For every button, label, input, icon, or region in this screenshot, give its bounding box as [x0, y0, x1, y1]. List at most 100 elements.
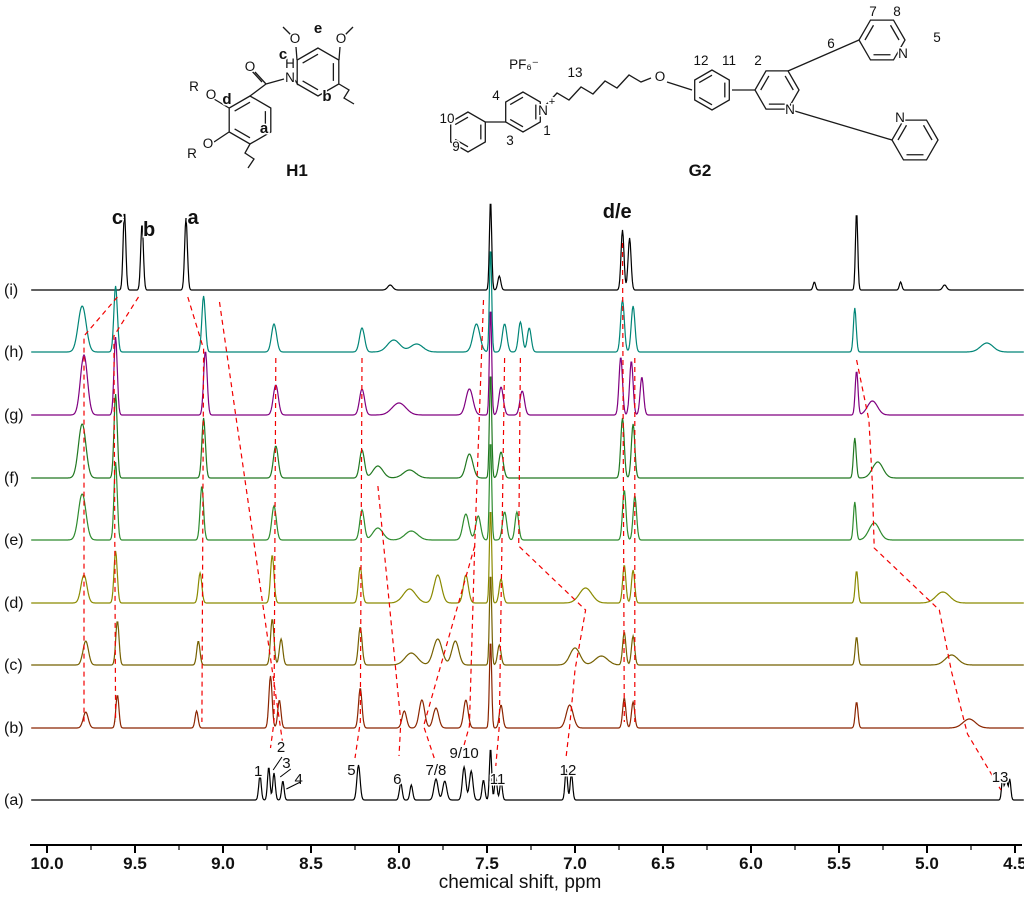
trace-label: (e) — [4, 532, 24, 549]
spectrum-trace-h — [31, 251, 1024, 353]
structure-label-g2: 10 — [439, 111, 454, 126]
trace-label: (g) — [4, 407, 24, 424]
shift-guide-line — [621, 242, 625, 723]
structure-label-h1: O — [206, 87, 217, 102]
structure-label-g2: 3 — [506, 133, 514, 148]
ring-bond — [505, 91, 541, 133]
peak-label-13: 13 — [992, 769, 1009, 786]
bond — [250, 69, 263, 83]
spectrum-trace-b — [31, 643, 1024, 729]
structure-label-g2: 9 — [452, 139, 460, 154]
bond — [666, 81, 693, 91]
structure-label-h1: H1 — [286, 161, 308, 180]
peak-label-3: 3 — [282, 755, 290, 772]
shift-guide-line — [422, 545, 476, 759]
structure-label-g2: 1 — [543, 123, 551, 138]
bond — [338, 46, 341, 61]
structure-label-h1: d — [222, 91, 231, 108]
spectrum-trace-c — [31, 576, 1024, 666]
ring-bond — [694, 69, 730, 111]
shift-guide-line — [354, 357, 363, 759]
x-axis-tick-label: 7.5 — [475, 854, 499, 873]
structure-label-h1: O — [336, 31, 347, 46]
structure-label-h1: N — [285, 70, 295, 85]
bond — [344, 26, 354, 36]
structure-label-g2: G2 — [689, 161, 712, 180]
peak-label-b: b — [143, 219, 155, 241]
structure-label-g2: 7 — [869, 4, 877, 19]
shift-guide-line — [856, 359, 1002, 791]
ring-bond — [296, 47, 340, 97]
ring-double-bond — [454, 138, 469, 148]
spectra-traces: (i) (h) (g) (f) (e) (d) (c) (b) (a) — [4, 203, 1024, 809]
x-axis-tick-label: 5.0 — [915, 854, 939, 873]
structure-label-h1: a — [260, 120, 269, 137]
x-axis-tick-label: 5.5 — [827, 854, 851, 873]
structure-label-g2: O — [655, 69, 666, 84]
bond — [787, 108, 893, 141]
structure-label-h1: O — [203, 136, 214, 151]
x-axis-tick-label: 8.0 — [387, 854, 411, 873]
x-axis-tick-label: 7.0 — [563, 854, 587, 873]
x-axis-tick-label: 4.5 — [1003, 854, 1024, 873]
spectrum-trace-e — [31, 444, 1024, 541]
structure-label-g2: 12 — [693, 53, 708, 68]
x-axis-tick-label: 10.0 — [30, 854, 63, 873]
shift-guide-line — [495, 357, 506, 767]
spectrum-trace-i — [31, 203, 1024, 291]
shift-guide-line — [187, 296, 205, 723]
structure-label-g2: + — [549, 96, 555, 108]
peak-label-12: 12 — [560, 762, 577, 779]
x-axis: 10.0 9.5 9.0 8.5 8.0 7.5 7.0 6.5 6.0 5.5 5.0 4.5 — [30, 844, 1024, 873]
bond — [254, 71, 267, 85]
x-axis-tick-label: 9.5 — [123, 854, 147, 873]
spectrum-trace-d — [31, 512, 1024, 604]
trace-label: (c) — [4, 657, 23, 674]
ring-double-bond — [922, 124, 933, 141]
bond — [282, 26, 292, 36]
x-axis-tick-label: 9.0 — [211, 854, 235, 873]
bond — [787, 39, 860, 72]
structure-label-g2: 11 — [722, 53, 736, 68]
structure-label-h1: R — [187, 146, 197, 161]
structure-label-h1: H — [285, 56, 295, 71]
x-axis-title: chemical shift, ppm — [439, 872, 602, 893]
bond — [265, 78, 285, 85]
peak-label-2: 2 — [277, 739, 285, 756]
structure-label-g2: 4 — [492, 88, 500, 103]
structure-label-h1: O — [290, 31, 301, 46]
structure-label-g2: 5 — [933, 30, 941, 45]
peak-label-7-8: 7/8 — [426, 762, 447, 779]
peak-label-5: 5 — [347, 762, 355, 779]
peak-label-c: c — [112, 207, 123, 229]
trace-label: (i) — [4, 282, 18, 299]
shift-guide-lines — [83, 242, 1002, 791]
peak-leader-line — [279, 768, 292, 778]
structure-label-h1: e — [314, 20, 322, 37]
ring-double-bond — [509, 96, 524, 106]
x-axis-tick-label: 8.5 — [299, 854, 323, 873]
bond — [213, 98, 230, 109]
ring-double-bond — [864, 24, 875, 41]
ring-double-bond — [302, 80, 319, 91]
spectrum-trace-f — [31, 376, 1024, 479]
structure-label-g2: N — [895, 110, 905, 125]
peak-label-6: 6 — [393, 771, 401, 788]
x-axis-tick-label: 6.0 — [739, 854, 763, 873]
trace-label: (f) — [4, 470, 19, 487]
trace-label: (a) — [4, 792, 24, 809]
shift-guide-line — [218, 301, 284, 745]
alkyl-chain-bond — [544, 74, 652, 107]
ring-double-bond — [302, 53, 319, 64]
x-axis-tick-label: 6.5 — [651, 854, 675, 873]
shift-guide-line — [83, 296, 118, 722]
bond — [213, 131, 230, 143]
attachment-squiggle — [338, 83, 355, 105]
bond — [295, 46, 298, 61]
ring-double-bond — [760, 75, 770, 91]
shift-guide-line — [377, 485, 402, 757]
structure-label-g2: PF₆⁻ — [509, 57, 539, 72]
ring-double-bond — [889, 24, 900, 41]
